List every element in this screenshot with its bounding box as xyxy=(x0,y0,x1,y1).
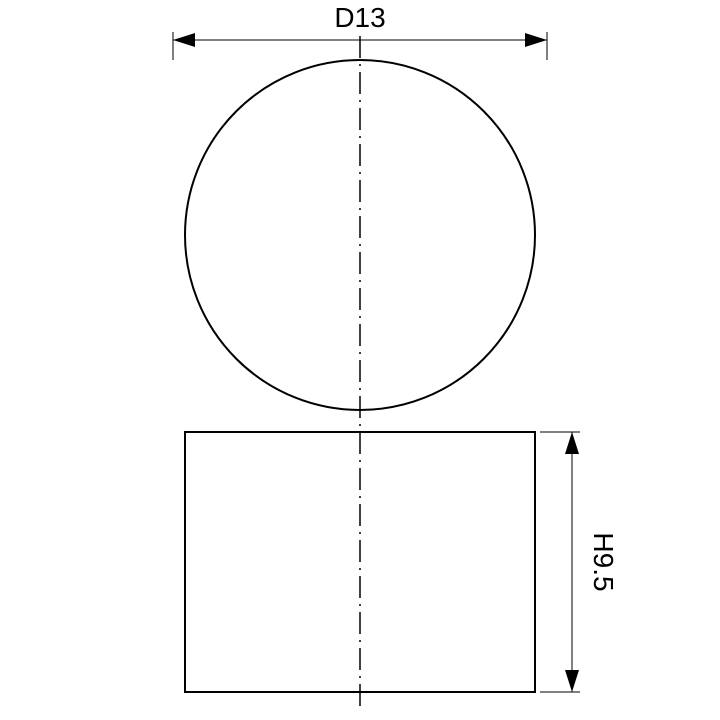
height-label: H9.5 xyxy=(588,532,619,591)
diameter-label: D13 xyxy=(334,2,385,33)
technical-drawing: D13 H9.5 xyxy=(0,0,720,720)
